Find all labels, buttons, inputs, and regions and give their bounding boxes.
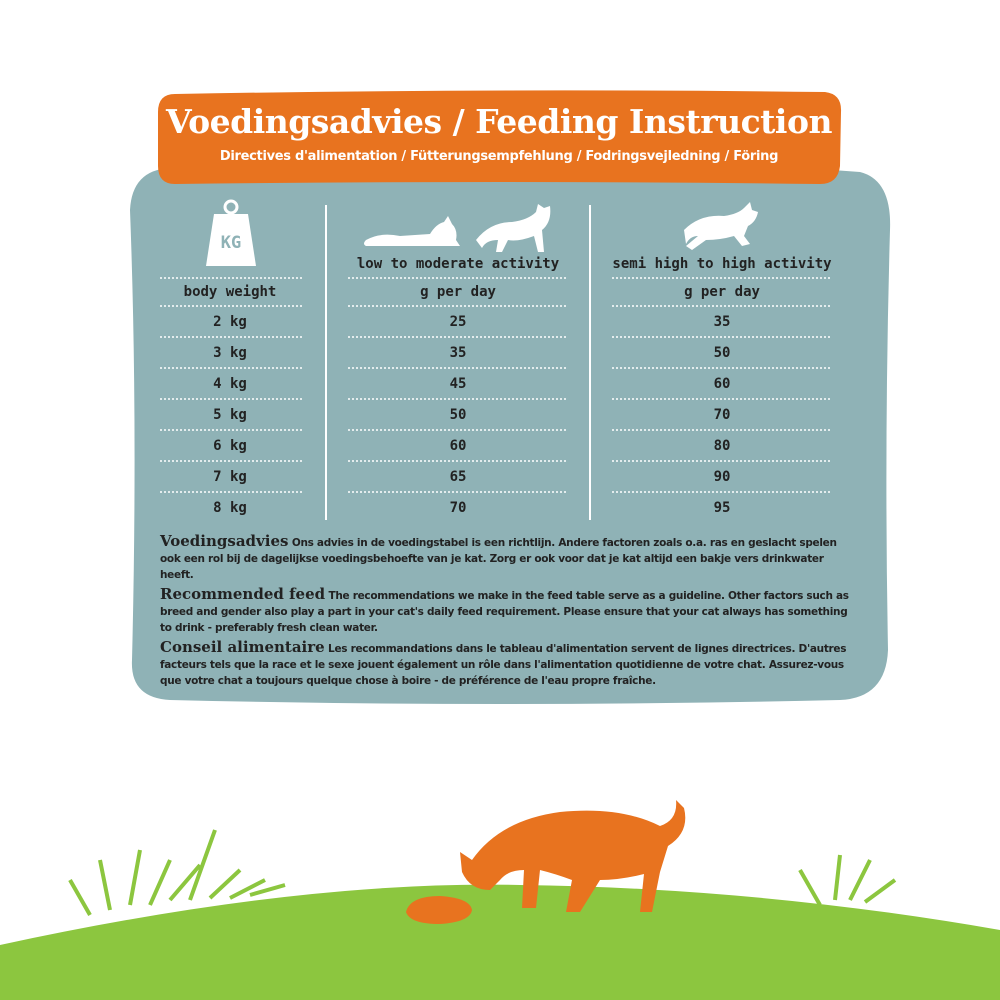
cat-running-icon: [684, 202, 758, 250]
note-heading: Voedingsadvies: [160, 532, 289, 550]
weight-cell: 7 kg: [213, 469, 247, 485]
cat-lying-icon: [364, 216, 460, 246]
subheader: g per day: [684, 284, 760, 300]
header-banner: [158, 90, 842, 184]
subheader: body weight: [183, 284, 277, 300]
amount-cell: 35: [713, 314, 731, 330]
amount-cell: 35: [449, 345, 467, 361]
hill: [0, 884, 1000, 1000]
note-heading: Conseil alimentaire: [160, 638, 325, 656]
grass: [68, 829, 897, 916]
weight-cell: 2 kg: [213, 314, 247, 330]
weight-cell: 4 kg: [213, 376, 247, 392]
weight-cell: 3 kg: [213, 345, 247, 361]
amount-cell: 95: [713, 500, 731, 516]
weight-cell: 5 kg: [213, 407, 247, 423]
note-text: The recommendations we make in the feed …: [160, 590, 849, 634]
amount-cell: 60: [713, 376, 731, 392]
note-heading: Recommended feed: [160, 585, 326, 603]
note: Recommended feed The recommendations we …: [160, 585, 860, 636]
cat-standing-icon: [476, 204, 551, 252]
note-text: Les recommandations dans le tableau d'al…: [160, 643, 847, 687]
subheader: g per day: [420, 284, 496, 300]
amount-cell: 45: [449, 376, 467, 392]
note: Conseil alimentaire Les recommandations …: [160, 638, 860, 689]
amount-cell: 70: [713, 407, 731, 423]
amount-cell: 70: [449, 500, 467, 516]
note: Voedingsadvies Ons advies in de voedings…: [160, 532, 860, 583]
eating-cat: [406, 800, 686, 924]
notes: Voedingsadvies Ons advies in de voedings…: [160, 532, 860, 691]
amount-cell: 50: [449, 407, 467, 423]
column-header: semi high to high activity: [612, 256, 832, 272]
panel: [130, 164, 891, 704]
title: Voedingsadvies / Feeding Instruction: [166, 102, 832, 141]
amount-cell: 50: [713, 345, 731, 361]
amount-cell: 65: [449, 469, 467, 485]
kg-icon: [206, 199, 256, 266]
amount-cell: 90: [713, 469, 731, 485]
column-header: low to moderate activity: [356, 256, 560, 272]
amount-cell: 80: [713, 438, 731, 454]
amount-cell: 25: [449, 314, 467, 330]
amount-cell: 60: [449, 438, 467, 454]
weight-cell: 8 kg: [213, 500, 247, 516]
subtitle: Directives d'alimentation / Fütterungsem…: [219, 149, 779, 164]
note-text: Ons advies in de voedingstabel is een ri…: [160, 537, 837, 581]
weight-cell: 6 kg: [213, 438, 247, 454]
kg-label: KG: [220, 233, 242, 253]
